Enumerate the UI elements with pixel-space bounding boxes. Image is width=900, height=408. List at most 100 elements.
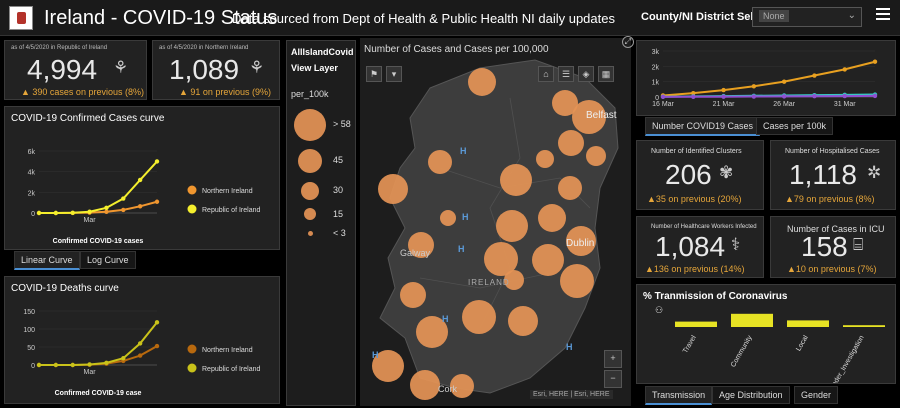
legend-circle-2 bbox=[298, 149, 322, 173]
data-point bbox=[154, 199, 160, 204]
y-tick-label: 50 bbox=[27, 345, 35, 352]
hospital-marker: H bbox=[442, 314, 449, 324]
y-tick-label: 1k bbox=[652, 80, 660, 87]
chevron-down-icon: ⌄ bbox=[847, 10, 856, 21]
series-line bbox=[39, 321, 158, 366]
ni-cases-panel: as of 4/5/2020 in Northern Ireland 1,089… bbox=[152, 40, 280, 100]
legend-label: Northern Ireland bbox=[202, 347, 253, 354]
icu-value: 158 bbox=[801, 231, 848, 262]
data-point bbox=[137, 353, 143, 358]
person-icon: ⚇ bbox=[655, 305, 663, 315]
map-bubble bbox=[504, 270, 524, 290]
zoom-in-icon[interactable]: + bbox=[604, 350, 622, 368]
county-select-label: County/NI District Select bbox=[641, 11, 770, 23]
map-bubble bbox=[566, 226, 596, 256]
x-tick-label: 31 Mar bbox=[834, 101, 856, 108]
network-icon: ✾ bbox=[719, 163, 734, 182]
legend-label-5: < 3 bbox=[333, 228, 346, 238]
icu-caption: Number of Cases in ICU bbox=[787, 224, 885, 234]
qr-icon[interactable]: ▦ bbox=[598, 66, 614, 82]
data-point bbox=[104, 209, 109, 214]
map-bubble bbox=[372, 350, 404, 382]
map-label-dublin: Dublin bbox=[566, 238, 595, 249]
hcw-caption: Number of Healthcare Workers Infected bbox=[651, 224, 757, 230]
deaths-chart: 0 50 100 150 Mar Northern Ireland Republic of … bbox=[23, 309, 260, 397]
tab-age-distribution[interactable]: Age Distribution bbox=[712, 386, 790, 404]
legend-label-4: 15 bbox=[333, 209, 344, 219]
data-point bbox=[154, 343, 160, 349]
hcw-delta: ▲136 on previous (14%) bbox=[645, 264, 745, 274]
y-tick-label: 6k bbox=[28, 149, 36, 156]
legend-swatch bbox=[187, 363, 197, 373]
data-point bbox=[721, 94, 726, 99]
data-point bbox=[781, 94, 787, 99]
legend-label-1: > 58 bbox=[333, 119, 351, 129]
home-icon[interactable]: ⌂ bbox=[538, 66, 554, 82]
map-bubble bbox=[416, 316, 448, 348]
hse-logo bbox=[9, 6, 33, 30]
x-tick-label: 16 Mar bbox=[652, 101, 674, 108]
virus-icon: ⚘ bbox=[113, 58, 129, 77]
data-point bbox=[70, 362, 75, 368]
tab-log-curve[interactable]: Log Curve bbox=[80, 251, 136, 269]
transmission-chart: ⚇ Travel Community Local Under_Investigation bbox=[655, 305, 885, 383]
tab-gender[interactable]: Gender bbox=[794, 386, 839, 404]
map-bubble bbox=[462, 300, 496, 334]
roi-cases-panel: as of 4/5/2020 in Republic of Ireland 4,… bbox=[4, 40, 147, 100]
data-point bbox=[53, 362, 59, 368]
x-axis-title: Confirmed COVID-19 cases bbox=[53, 238, 144, 245]
layers-icon[interactable]: ◈ bbox=[578, 66, 594, 82]
daily-cases-chart: 0 1k 2k 3k 16 Mar 21 Mar 26 Mar 31 Mar bbox=[652, 49, 878, 108]
legend-swatch bbox=[187, 344, 197, 354]
data-point bbox=[691, 94, 696, 99]
stethoscope-icon: ⚕ bbox=[731, 235, 741, 254]
hamburger-menu-icon[interactable] bbox=[876, 8, 890, 22]
data-point bbox=[36, 210, 42, 216]
category-label: Community bbox=[730, 334, 754, 369]
bed-icon: ⌸ bbox=[853, 235, 864, 254]
tab-transmission[interactable]: Transmission bbox=[645, 386, 713, 405]
clusters-caption: Number of Identified Clusters bbox=[651, 148, 742, 155]
y-tick-label: 100 bbox=[23, 327, 35, 334]
list-icon[interactable]: ☰ bbox=[558, 66, 574, 82]
legend-swatch bbox=[187, 204, 197, 214]
tab-cases-per-100k[interactable]: Cases per 100k bbox=[756, 117, 834, 135]
transmission-bar bbox=[787, 320, 829, 327]
x-tick-label: Mar bbox=[84, 369, 97, 376]
category-label: Local bbox=[795, 334, 810, 352]
ni-caption: as of 4/5/2020 in Northern Ireland bbox=[159, 45, 249, 51]
x-tick-label: Mar bbox=[84, 217, 97, 224]
map-bubble bbox=[408, 232, 434, 258]
map-bubble bbox=[558, 130, 584, 156]
tab-number-cases[interactable]: Number COVID19 Cases bbox=[645, 117, 761, 136]
zoom-out-icon[interactable]: − bbox=[604, 370, 622, 388]
expand-icon[interactable]: ⤢ bbox=[622, 36, 634, 48]
map-title: Number of Cases and Cases per 100,000 bbox=[364, 44, 549, 55]
transmission-bar bbox=[731, 313, 773, 327]
county-select[interactable]: None ⌄ bbox=[752, 7, 862, 27]
confirmed-cases-panel: COVID-19 Confirmed Cases curve 0 2k 4k 6k Ma… bbox=[4, 106, 280, 250]
roi-caption: as of 4/5/2020 in Republic of Ireland bbox=[11, 45, 108, 51]
daily-cases-panel: 0 1k 2k 3k 16 Mar 21 Mar 26 Mar 31 Mar bbox=[636, 40, 896, 116]
hospital-marker: H bbox=[372, 350, 379, 360]
map-bubble bbox=[378, 174, 408, 204]
x-tick-label: 26 Mar bbox=[773, 101, 795, 108]
map-bubble bbox=[572, 100, 606, 134]
data-point bbox=[137, 341, 143, 346]
hospitalised-panel: Number of Hospitalised Cases 1,118 ✲ ▲79… bbox=[770, 140, 896, 210]
map-view[interactable]: Number of Cases and Cases per 100,000 ⚑ … bbox=[360, 38, 631, 406]
x-axis-title: Confirmed COVID-19 case bbox=[55, 390, 142, 397]
tab-linear-curve[interactable]: Linear Curve bbox=[14, 251, 80, 270]
select-tool-icon[interactable]: ⚑ bbox=[366, 66, 382, 82]
data-point bbox=[104, 360, 109, 366]
map-bubble bbox=[410, 370, 440, 400]
icu-panel: Number of Cases in ICU 158 ⌸ ▲10 on prev… bbox=[770, 216, 896, 278]
category-label: Travel bbox=[682, 334, 698, 355]
map-label-ireland: IRELAND bbox=[468, 278, 510, 287]
map-bubble bbox=[468, 68, 496, 96]
ni-cases-value: 1,089 bbox=[169, 54, 240, 85]
data-point bbox=[842, 67, 847, 72]
map-bubble bbox=[440, 210, 456, 226]
legend-label-3: 30 bbox=[333, 185, 344, 195]
select-dropdown-icon[interactable]: ▾ bbox=[386, 66, 402, 82]
